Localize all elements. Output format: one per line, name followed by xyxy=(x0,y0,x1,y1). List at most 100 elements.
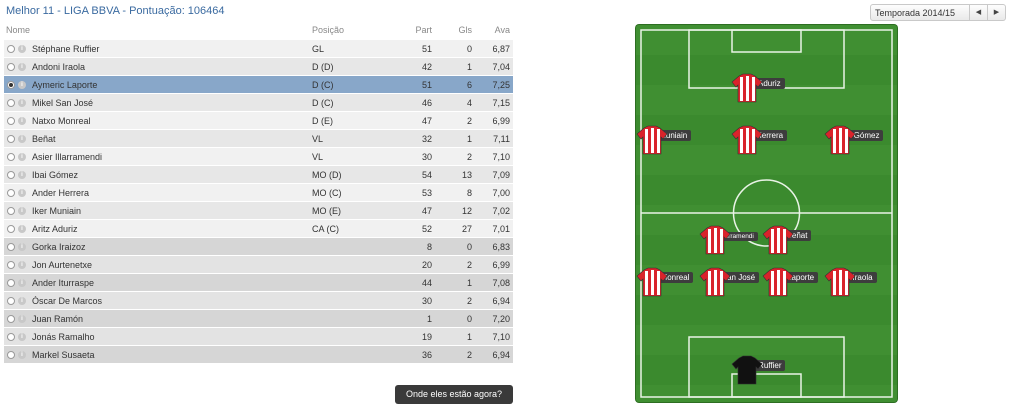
info-cell: i xyxy=(18,44,32,53)
table-row[interactable]: i Ibai Gómez MO (D) 54 13 7,09 xyxy=(4,166,513,184)
player-goals: 6 xyxy=(466,79,472,90)
pitch-player[interactable]: Beñat xyxy=(762,225,832,255)
info-icon[interactable]: i xyxy=(18,314,26,323)
row-radio[interactable] xyxy=(7,350,15,359)
player-position: VL xyxy=(312,133,324,144)
player-position: MO (C) xyxy=(312,187,342,198)
info-icon[interactable]: i xyxy=(18,80,26,89)
column-header-appearances[interactable]: Part xyxy=(415,25,432,35)
row-radio-cell xyxy=(7,44,18,53)
info-icon[interactable]: i xyxy=(18,242,26,251)
pitch-player[interactable]: A Iraola xyxy=(824,267,894,297)
player-position: MO (E) xyxy=(312,205,341,216)
pitch-player[interactable]: A Herrera xyxy=(731,125,801,155)
pitch-player[interactable]: N Monreal xyxy=(636,267,706,297)
column-header-name[interactable]: Nome xyxy=(6,25,31,35)
pitch-player[interactable]: S Ruffier xyxy=(731,355,801,385)
player-rating: 6,94 xyxy=(492,295,510,306)
info-icon[interactable]: i xyxy=(18,152,26,161)
row-radio[interactable] xyxy=(7,62,15,71)
info-icon[interactable]: i xyxy=(18,206,26,215)
info-icon[interactable]: i xyxy=(18,278,26,287)
info-cell: i xyxy=(18,260,32,269)
info-cell: i xyxy=(18,332,32,341)
row-radio[interactable] xyxy=(7,332,15,341)
info-icon[interactable]: i xyxy=(18,170,26,179)
next-season-button[interactable]: ▶ xyxy=(988,4,1006,21)
info-icon[interactable]: i xyxy=(18,134,26,143)
row-radio[interactable] xyxy=(7,80,15,89)
player-name: Aritz Aduriz xyxy=(32,223,78,234)
row-radio-cell xyxy=(7,98,18,107)
row-radio[interactable] xyxy=(7,152,15,161)
row-radio[interactable] xyxy=(7,242,15,251)
info-icon[interactable]: i xyxy=(18,116,26,125)
player-rating: 7,20 xyxy=(492,313,510,324)
table-row[interactable]: i Gorka Iraizoz 8 0 6,83 xyxy=(4,238,513,256)
player-goals: 2 xyxy=(466,349,472,360)
season-dropdown[interactable]: Temporada 2014/15 xyxy=(870,4,970,21)
info-cell: i xyxy=(18,116,32,125)
player-name: Gorka Iraizoz xyxy=(32,241,86,252)
info-icon[interactable]: i xyxy=(18,62,26,71)
prev-season-button[interactable]: ◀ xyxy=(970,4,988,21)
row-radio[interactable] xyxy=(7,188,15,197)
row-radio[interactable] xyxy=(7,296,15,305)
row-radio-cell xyxy=(7,62,18,71)
pitch-player[interactable]: A Aduriz xyxy=(731,73,801,103)
player-appearances: 36 xyxy=(421,349,432,360)
info-icon[interactable]: i xyxy=(18,188,26,197)
player-goals: 2 xyxy=(466,151,472,162)
row-radio-cell xyxy=(7,350,18,359)
row-radio-cell xyxy=(7,152,18,161)
info-cell: i xyxy=(18,170,32,179)
row-radio[interactable] xyxy=(7,98,15,107)
table-row[interactable]: i Jon Aurtenetxe 20 2 6,99 xyxy=(4,256,513,274)
table-row[interactable]: i Aymeric Laporte D (C) 51 6 7,25 xyxy=(4,76,513,94)
table-row[interactable]: i Juan Ramón 1 0 7,20 xyxy=(4,310,513,328)
row-radio[interactable] xyxy=(7,314,15,323)
where-are-they-now-button[interactable]: Onde eles estão agora? xyxy=(395,385,513,404)
table-row[interactable]: i Andoni Iraola D (D) 42 1 7,04 xyxy=(4,58,513,76)
table-row[interactable]: i Iker Muniain MO (E) 47 12 7,02 xyxy=(4,202,513,220)
info-icon[interactable]: i xyxy=(18,260,26,269)
player-position: D (E) xyxy=(312,115,333,126)
table-row[interactable]: i Markel Susaeta 36 2 6,94 xyxy=(4,346,513,364)
table-row[interactable]: i Mikel San José D (C) 46 4 7,15 xyxy=(4,94,513,112)
table-row[interactable]: i Aritz Aduriz CA (C) 52 27 7,01 xyxy=(4,220,513,238)
table-row[interactable]: i Beñat VL 32 1 7,11 xyxy=(4,130,513,148)
column-header-position[interactable]: Posição xyxy=(312,25,345,35)
info-cell: i xyxy=(18,80,32,89)
row-radio[interactable] xyxy=(7,260,15,269)
pitch-player[interactable]: M San José xyxy=(699,267,769,297)
player-position: MO (D) xyxy=(312,169,342,180)
row-radio[interactable] xyxy=(7,224,15,233)
table-row[interactable]: i Stéphane Ruffier GL 51 0 6,87 xyxy=(4,40,513,58)
column-header-goals[interactable]: Gls xyxy=(458,25,473,35)
info-icon[interactable]: i xyxy=(18,98,26,107)
table-row[interactable]: i Ander Iturraspe 44 1 7,08 xyxy=(4,274,513,292)
row-radio[interactable] xyxy=(7,116,15,125)
info-icon[interactable]: i xyxy=(18,296,26,305)
table-row[interactable]: i Óscar De Marcos 30 2 6,94 xyxy=(4,292,513,310)
table-row[interactable]: i Jonás Ramalho 19 1 7,10 xyxy=(4,328,513,346)
info-icon[interactable]: i xyxy=(18,44,26,53)
row-radio[interactable] xyxy=(7,170,15,179)
row-radio[interactable] xyxy=(7,278,15,287)
info-icon[interactable]: i xyxy=(18,350,26,359)
info-icon[interactable]: i xyxy=(18,332,26,341)
table-row[interactable]: i Asier Illarramendi VL 30 2 7,10 xyxy=(4,148,513,166)
column-header-rating[interactable]: Ava xyxy=(494,25,510,35)
row-radio-cell xyxy=(7,206,18,215)
row-radio[interactable] xyxy=(7,134,15,143)
pitch-player[interactable]: Ibai Gómez xyxy=(824,125,894,155)
pitch-player[interactable]: A Illarramendi xyxy=(699,225,769,255)
pitch-player[interactable]: A Laporte xyxy=(762,267,832,297)
row-radio[interactable] xyxy=(7,44,15,53)
row-radio[interactable] xyxy=(7,206,15,215)
table-row[interactable]: i Ander Herrera MO (C) 53 8 7,00 xyxy=(4,184,513,202)
player-goals: 1 xyxy=(466,61,472,72)
pitch-player[interactable]: I Muniain xyxy=(636,125,706,155)
table-row[interactable]: i Natxo Monreal D (E) 47 2 6,99 xyxy=(4,112,513,130)
info-icon[interactable]: i xyxy=(18,224,26,233)
